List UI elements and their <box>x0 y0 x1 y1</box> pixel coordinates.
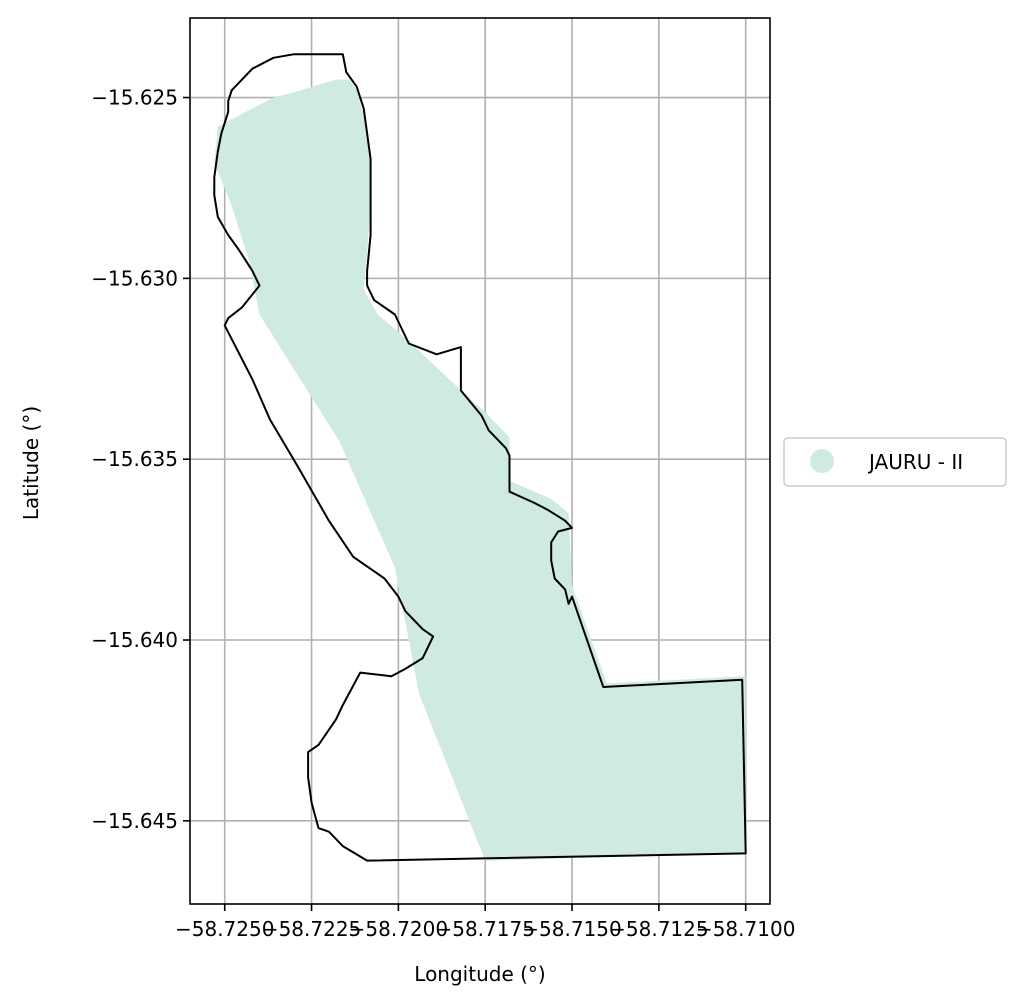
y-tick-label-2: −15.635 <box>91 447 178 471</box>
y-axis-label: Latitude (°) <box>19 406 43 520</box>
y-tick-label-4: −15.645 <box>91 809 178 833</box>
x-axis-ticks: −58.7250−58.7225−58.7200−58.7175−58.7150… <box>175 904 795 941</box>
y-tick-label-1: −15.630 <box>91 266 178 290</box>
legend: JAURU - II <box>783 437 1007 487</box>
x-tick-label-4: −58.7150 <box>522 917 621 941</box>
area-boundary-outline <box>213 53 747 862</box>
x-tick-label-6: −58.7100 <box>696 917 795 941</box>
x-tick-label-0: −58.7250 <box>175 917 274 941</box>
x-axis-label: Longitude (°) <box>414 962 545 986</box>
y-tick-label-0: −15.625 <box>91 86 178 110</box>
x-tick-label-5: −58.7125 <box>609 917 708 941</box>
y-tick-label-3: −15.640 <box>91 628 178 652</box>
y-axis-ticks: −15.625 −15.630 −15.635 −15.640 −15.645 <box>91 86 190 833</box>
legend-label-jauru-ii: JAURU - II <box>867 450 963 474</box>
axes-frame <box>189 17 771 905</box>
legend-box <box>783 437 1007 487</box>
jauru-ii-fill-region <box>214 79 746 861</box>
x-tick-label-1: −58.7225 <box>262 917 361 941</box>
x-tick-label-2: −58.7200 <box>349 917 448 941</box>
plot-content <box>213 53 747 862</box>
x-tick-label-3: −58.7175 <box>435 917 534 941</box>
legend-marker-circle <box>810 449 834 473</box>
